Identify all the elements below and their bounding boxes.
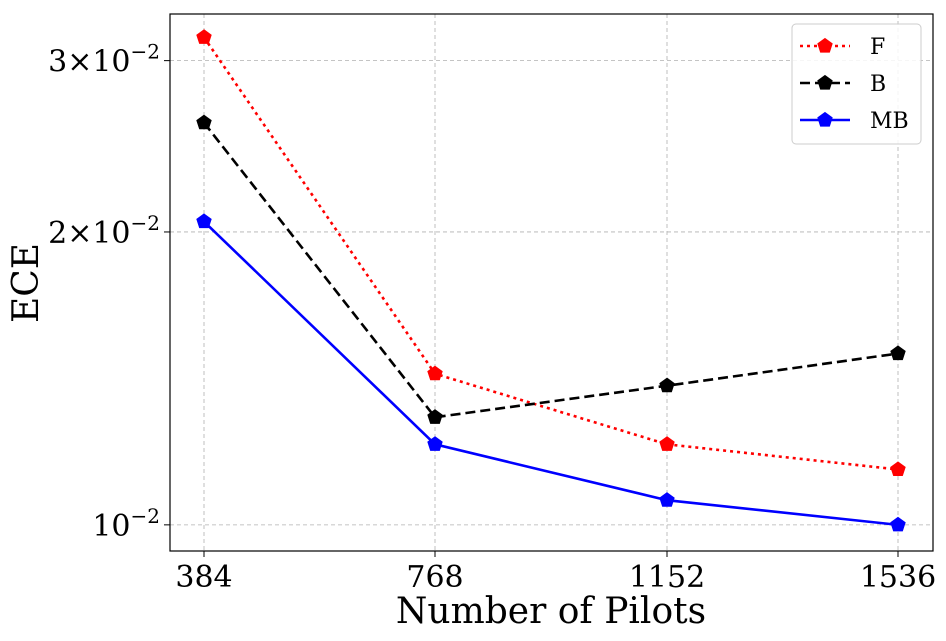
y-tick-label: 10−2 xyxy=(92,504,160,544)
data-point-f-1152 xyxy=(659,436,675,451)
y-tick-label: 3×10−2 xyxy=(48,40,160,80)
data-point-mb-1536 xyxy=(890,516,906,532)
series-line-b xyxy=(202,121,899,419)
legend-label-mb: MB xyxy=(870,109,909,134)
data-point-f-1536 xyxy=(890,461,906,477)
x-tick-label: 1536 xyxy=(860,560,936,595)
legend-label-f: F xyxy=(870,35,885,60)
series-b xyxy=(196,114,906,424)
y-tick-mantissa: 2×10 xyxy=(48,216,130,251)
legend-marker-mb xyxy=(817,111,833,127)
data-point-b-1152 xyxy=(659,377,675,393)
series-line-mb xyxy=(203,220,899,527)
y-axis-label: ECE xyxy=(6,243,47,323)
series-f xyxy=(196,29,906,477)
x-tick-label: 1152 xyxy=(629,560,705,595)
series-layer xyxy=(196,29,906,532)
data-point-mb-384 xyxy=(196,213,212,229)
y-tick-label: 2×10−2 xyxy=(48,211,160,251)
x-tick-label: 384 xyxy=(175,560,232,595)
y-tick-mantissa: 3×10 xyxy=(48,45,130,80)
x-tick-label: 768 xyxy=(406,560,463,595)
y-tick-mantissa: 10 xyxy=(92,509,130,544)
data-point-f-768 xyxy=(427,365,443,381)
legend-label-b: B xyxy=(870,72,886,97)
series-line-f xyxy=(202,36,899,471)
data-point-mb-768 xyxy=(427,436,443,451)
plot-frame xyxy=(169,13,934,552)
series-mb xyxy=(196,213,906,532)
data-point-b-384 xyxy=(196,114,212,130)
legend-marker-b xyxy=(817,74,833,90)
y-tick-exponent: −2 xyxy=(131,211,160,235)
data-point-mb-1152 xyxy=(659,492,675,507)
data-point-b-768 xyxy=(427,409,443,424)
data-point-b-1536 xyxy=(890,345,906,361)
data-point-f-384 xyxy=(196,29,212,44)
y-tick-exponent: −2 xyxy=(131,40,160,64)
y-tick-exponent: −2 xyxy=(131,504,160,528)
grid xyxy=(170,14,933,551)
legend-marker-f xyxy=(817,37,833,53)
x-axis-label: Number of Pilots xyxy=(396,591,706,632)
legend: FB MB xyxy=(791,23,922,145)
